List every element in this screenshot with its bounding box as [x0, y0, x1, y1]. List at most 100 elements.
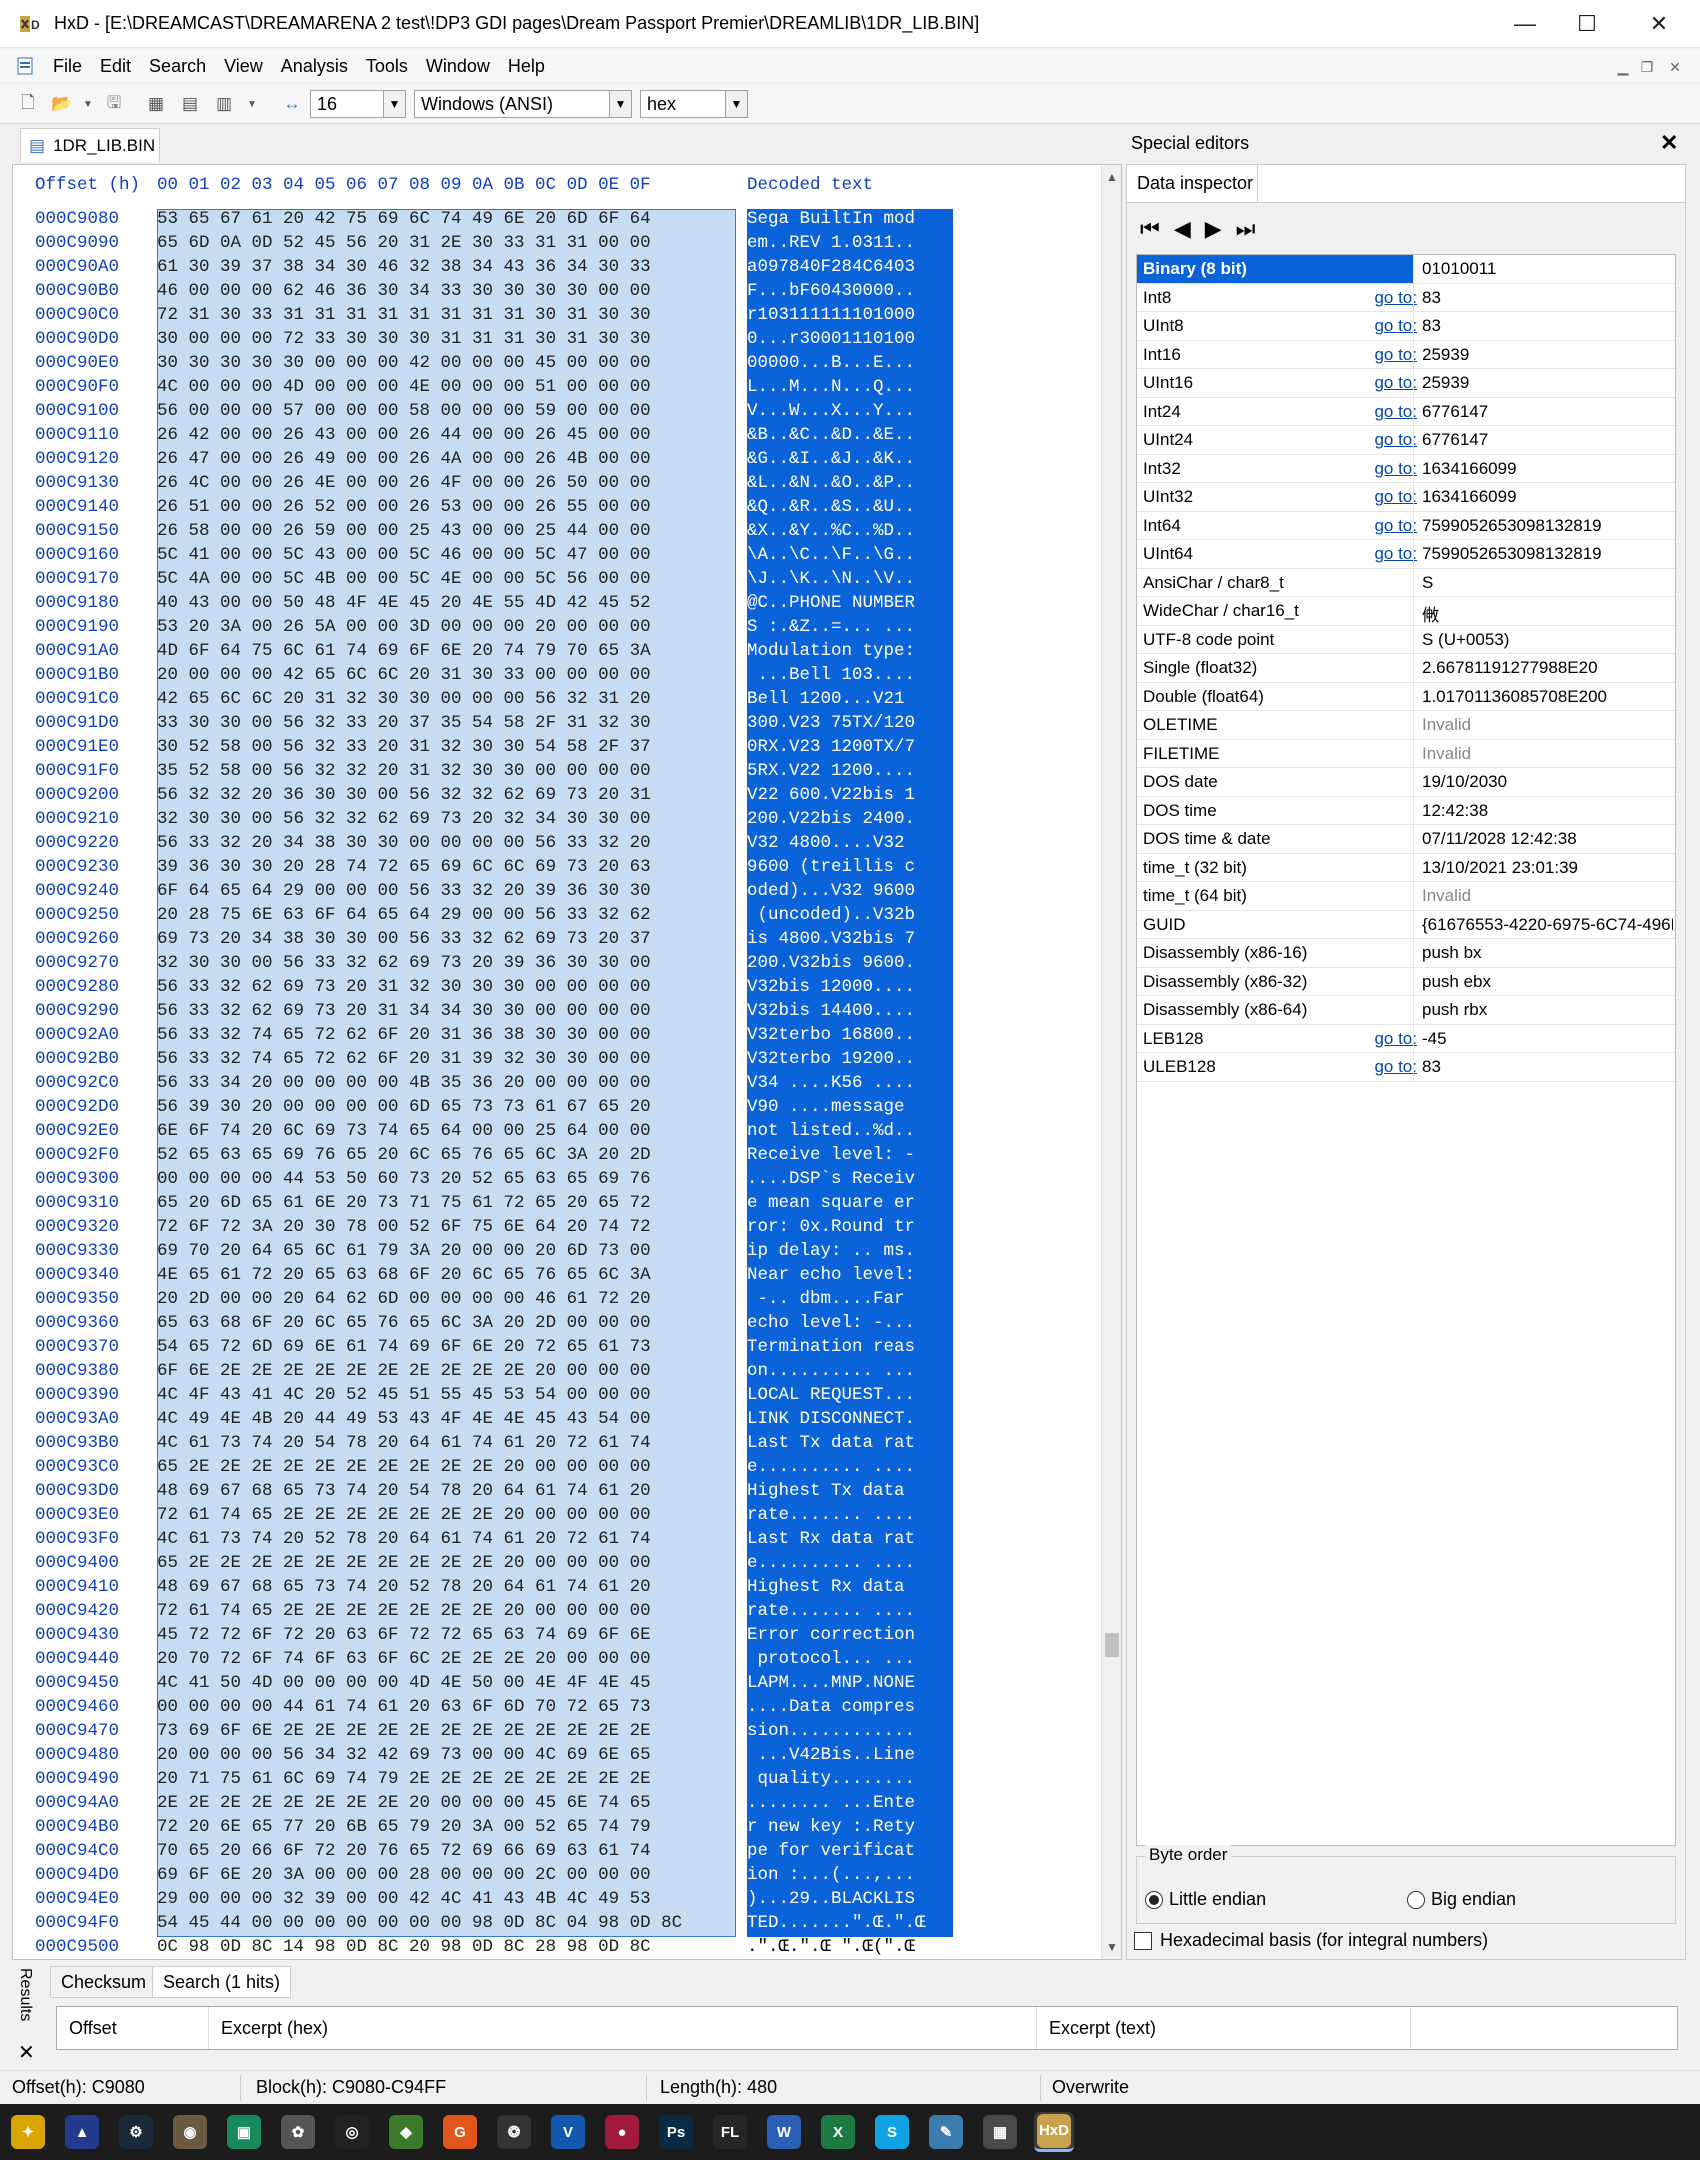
inspector-value[interactable]: 1.01701136085708E200 — [1413, 682, 1673, 711]
row-decoded-text[interactable]: F...bF60430000.. — [747, 281, 916, 301]
row-hex-bytes[interactable]: 53 20 3A 00 26 5A 00 00 3D 00 00 00 20 0… — [157, 617, 651, 637]
row-hex-bytes[interactable]: 39 36 30 30 20 28 74 72 65 69 6C 6C 69 7… — [157, 857, 651, 877]
new-file-icon[interactable]: 🗋 — [21, 92, 35, 112]
hex-row[interactable]: 000C90D0 30 00 00 00 72 33 30 30 30 31 31… — [13, 329, 1103, 353]
inspector-value[interactable]: S (U+0053) — [1413, 625, 1673, 654]
save-icon[interactable]: 🖫 — [106, 92, 122, 112]
row-decoded-text[interactable]: ...Bell 103.... — [747, 665, 916, 685]
row-hex-bytes[interactable]: 69 6F 6E 20 3A 00 00 00 28 00 00 00 2C 0… — [157, 1865, 651, 1885]
hex-row[interactable]: 000C94F0 54 45 44 00 00 00 00 00 00 00 98… — [13, 1913, 1103, 1937]
row-decoded-text[interactable]: ....Data compres — [747, 1697, 916, 1717]
hex-row[interactable]: 000C92B0 56 33 32 74 65 72 62 6F 20 31 39… — [13, 1049, 1103, 1073]
inspector-value[interactable]: 01010011 — [1413, 255, 1673, 283]
row-hex-bytes[interactable]: 65 20 6D 65 61 6E 20 73 71 75 61 72 65 2… — [157, 1193, 651, 1213]
inspector-row[interactable]: UInt16 go to: 25939 — [1137, 369, 1675, 398]
hex-row[interactable]: 000C90B0 46 00 00 00 62 46 36 30 34 33 30… — [13, 281, 1103, 305]
row-hex-bytes[interactable]: 33 30 30 00 56 32 33 20 37 35 54 58 2F 3… — [157, 713, 651, 733]
inspector-value[interactable]: push bx — [1413, 939, 1673, 967]
hex-row[interactable]: 000C93C0 65 2E 2E 2E 2E 2E 2E 2E 2E 2E 2E… — [13, 1457, 1103, 1481]
inspector-row[interactable]: Int8 go to: 83 — [1137, 283, 1675, 312]
column-offset[interactable]: Offset — [57, 2007, 209, 2049]
menu-edit[interactable]: Edit — [100, 55, 132, 76]
skype-icon[interactable]: S — [872, 2112, 912, 2152]
arena-icon[interactable]: ▲ — [62, 2112, 102, 2152]
row-hex-bytes[interactable]: 2E 2E 2E 2E 2E 2E 2E 2E 20 00 00 00 45 6… — [157, 1793, 651, 1813]
tab-1dr-lib[interactable]: ▤ 1DR_LIB.BIN — [20, 128, 160, 162]
inspector-row[interactable]: DOS time & date 07/11/2028 12:42:38 — [1137, 825, 1675, 854]
row-decoded-text[interactable]: protocol... ... — [747, 1649, 916, 1669]
hex-row[interactable]: 000C9150 26 58 00 00 26 59 00 00 25 43 00… — [13, 521, 1103, 545]
chevron-down-icon[interactable]: ▼ — [383, 91, 405, 117]
hex-row[interactable]: 000C92F0 52 65 63 65 69 76 65 20 6C 65 76… — [13, 1145, 1103, 1169]
previous-icon[interactable]: ◀ — [1173, 216, 1191, 241]
inspector-value[interactable]: 13/10/2021 23:01:39 — [1413, 853, 1673, 882]
row-decoded-text[interactable]: \J..\K..\N..\V.. — [747, 569, 916, 589]
hxd-icon[interactable]: HxD — [1034, 2112, 1074, 2152]
hex-row[interactable]: 000C9240 6F 64 65 64 29 00 00 00 56 33 32… — [13, 881, 1103, 905]
row-decoded-text[interactable]: 0RX.V23 1200TX/7 — [747, 737, 916, 757]
inspector-value[interactable]: push rbx — [1413, 996, 1673, 1024]
inspector-row[interactable]: AnsiChar / char8_t S — [1137, 568, 1675, 597]
davinci-icon[interactable]: ❂ — [494, 2112, 534, 2152]
inspector-value[interactable]: 19/10/2030 — [1413, 768, 1673, 796]
row-hex-bytes[interactable]: 30 52 58 00 56 32 33 20 31 32 30 30 54 5… — [157, 737, 651, 757]
hex-row[interactable]: 000C9290 56 33 32 62 69 73 20 31 34 34 30… — [13, 1001, 1103, 1025]
hex-row[interactable]: 000C94E0 29 00 00 00 32 39 00 00 42 4C 41… — [13, 1889, 1103, 1913]
inspector-row[interactable]: Disassembly (x86-16) push bx — [1137, 939, 1675, 968]
inspector-row[interactable]: OLETIME Invalid — [1137, 711, 1675, 740]
row-hex-bytes[interactable]: 72 31 30 33 31 31 31 31 31 31 31 31 30 3… — [157, 305, 651, 325]
row-hex-bytes[interactable]: 56 33 34 20 00 00 00 00 4B 35 36 20 00 0… — [157, 1073, 651, 1093]
hex-row[interactable]: 000C9230 39 36 30 30 20 28 74 72 65 69 6C… — [13, 857, 1103, 881]
row-decoded-text[interactable]: (uncoded)..V32b — [747, 905, 916, 925]
row-decoded-text[interactable]: not listed..%d.. — [747, 1121, 916, 1141]
row-hex-bytes[interactable]: 56 39 30 20 00 00 00 00 6D 65 73 73 61 6… — [157, 1097, 651, 1117]
inspector-row[interactable]: LEB128 go to: -45 — [1137, 1024, 1675, 1053]
ram-editor-icon[interactable]: ▤ — [181, 94, 199, 113]
row-hex-bytes[interactable]: 6F 6E 2E 2E 2E 2E 2E 2E 2E 2E 2E 2E 20 0… — [157, 1361, 651, 1381]
hex-row[interactable]: 000C90C0 72 31 30 33 31 31 31 31 31 31 31… — [13, 305, 1103, 329]
row-decoded-text[interactable]: V32bis 12000.... — [747, 977, 916, 997]
inspector-row[interactable]: UInt64 go to: 7599052653098132819 — [1137, 540, 1675, 569]
row-hex-bytes[interactable]: 56 33 32 74 65 72 62 6F 20 31 36 38 30 3… — [157, 1025, 651, 1045]
row-hex-bytes[interactable]: 6F 64 65 64 29 00 00 00 56 33 32 20 39 3… — [157, 881, 651, 901]
calculator-icon[interactable]: ▦ — [980, 2112, 1020, 2152]
hex-row[interactable]: 000C9170 5C 4A 00 00 5C 4B 00 00 5C 4E 00… — [13, 569, 1103, 593]
inspector-row[interactable]: UTF-8 code point S (U+0053) — [1137, 625, 1675, 654]
row-hex-bytes[interactable]: 20 70 72 6F 74 6F 63 6F 6C 2E 2E 2E 20 0… — [157, 1649, 651, 1669]
inspector-row[interactable]: Double (float64) 1.01701136085708E200 — [1137, 682, 1675, 711]
inspector-row[interactable]: Int16 go to: 25939 — [1137, 340, 1675, 369]
hex-row[interactable]: 000C9160 5C 41 00 00 5C 43 00 00 5C 46 00… — [13, 545, 1103, 569]
row-decoded-text[interactable]: 5RX.V22 1200.... — [747, 761, 916, 781]
inspector-row[interactable]: Int32 go to: 1634166099 — [1137, 454, 1675, 483]
row-decoded-text[interactable]: rate....... .... — [747, 1601, 916, 1621]
row-decoded-text[interactable]: e mean square er — [747, 1193, 916, 1213]
row-hex-bytes[interactable]: 69 73 20 34 38 30 30 00 56 33 32 62 69 7… — [157, 929, 651, 949]
little-endian-radio[interactable]: Little endian — [1145, 1889, 1266, 1910]
hex-row[interactable]: 000C91C0 42 65 6C 6C 20 31 32 30 30 00 00… — [13, 689, 1103, 713]
offset-base-select[interactable]: hex ▼ — [640, 90, 748, 118]
row-hex-bytes[interactable]: 52 65 63 65 69 76 65 20 6C 65 76 65 6C 3… — [157, 1145, 651, 1165]
row-decoded-text[interactable]: 200.V22bis 2400. — [747, 809, 916, 829]
row-decoded-text[interactable]: TED.......".Œ.".Œ — [747, 1913, 926, 1933]
hex-row[interactable]: 000C9360 65 63 68 6F 20 6C 65 76 65 6C 3A… — [13, 1313, 1103, 1337]
inspector-value[interactable]: S — [1413, 568, 1673, 597]
row-decoded-text[interactable]: ion :...(...,... — [747, 1865, 916, 1885]
media-icon[interactable]: ✿ — [278, 2112, 318, 2152]
inspector-row[interactable]: GUID {61676553-4220-6975-6C74-496E2 — [1137, 910, 1675, 939]
row-hex-bytes[interactable]: 26 4C 00 00 26 4E 00 00 26 4F 00 00 26 5… — [157, 473, 651, 493]
hex-row[interactable]: 000C92C0 56 33 34 20 00 00 00 00 4B 35 36… — [13, 1073, 1103, 1097]
hex-row[interactable]: 000C9180 40 43 00 00 50 48 4F 4E 45 20 4E… — [13, 593, 1103, 617]
hex-row[interactable]: 000C9460 00 00 00 00 44 61 74 61 20 63 6F… — [13, 1697, 1103, 1721]
row-hex-bytes[interactable]: 56 32 32 20 36 30 30 00 56 32 32 62 69 7… — [157, 785, 651, 805]
hex-row[interactable]: 000C9110 26 42 00 00 26 43 00 00 26 44 00… — [13, 425, 1103, 449]
row-decoded-text[interactable]: -.. dbm....Far — [747, 1289, 916, 1309]
scrollbar-thumb[interactable] — [1105, 1633, 1119, 1657]
hex-row[interactable]: 000C90E0 30 30 30 30 30 00 00 00 42 00 00… — [13, 353, 1103, 377]
inspector-row[interactable]: Binary (8 bit) 01010011 — [1137, 255, 1675, 284]
word-icon[interactable]: W — [764, 2112, 804, 2152]
row-hex-bytes[interactable]: 72 20 6E 65 77 20 6B 65 79 20 3A 00 52 6… — [157, 1817, 651, 1837]
row-hex-bytes[interactable]: 20 28 75 6E 63 6F 64 65 64 29 00 00 56 3… — [157, 905, 651, 925]
hex-row[interactable]: 000C9280 56 33 32 62 69 73 20 31 32 30 30… — [13, 977, 1103, 1001]
row-decoded-text[interactable]: \A..\C..\F..\G.. — [747, 545, 916, 565]
row-decoded-text[interactable]: ror: 0x.Round tr — [747, 1217, 916, 1237]
